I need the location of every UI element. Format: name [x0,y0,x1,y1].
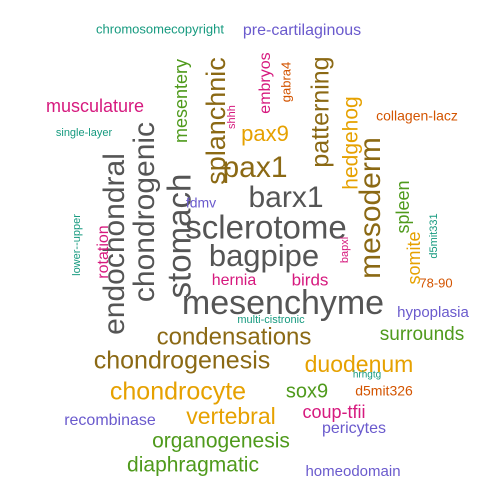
word-chondrogenic: chondrogenic [128,122,161,302]
word-collagen-lacz: collagen-lacz [376,108,458,124]
word-chromosomecopyright: chromosomecopyright [96,21,224,36]
word-hrhgtg: hrhgtg [353,370,381,381]
word-stomach: stomach [161,174,198,299]
word-splanchnic: splanchnic [201,57,231,185]
word-rotation: rotation [95,225,112,278]
word-multi-cistronic: multi-cistronic [237,314,305,326]
word-shhh: shhh [226,105,238,129]
word-d5mit326: d5mit326 [355,383,413,399]
word-coup-tfii: coup-tfii [302,402,365,422]
word-lower-upper: lower--upper [71,214,83,276]
word-fdmv: fdmv [186,195,216,211]
word-78-90: 78-90 [419,275,452,290]
word-somite: somite [404,231,424,284]
word-single-layer: single-layer [56,127,113,139]
word-bapxl: bapxl [339,237,351,263]
word-pax1: pax1 [222,151,287,184]
word-hernia: hernia [212,272,257,289]
word-condensations: condensations [157,323,312,350]
word-hedgehog: hedgehog [340,96,363,189]
word-sclerotome: sclerotome [185,209,346,246]
word-diaphragmatic: diaphragmatic [127,454,259,477]
word-surrounds: surrounds [380,324,465,345]
word-sox9: sox9 [286,380,328,402]
word-hypoplasia: hypoplasia [397,304,469,321]
word-spleen: spleen [393,180,413,233]
word-birds: birds [292,270,329,289]
word-homeodomain: homeodomain [305,463,400,480]
word-pax9: pax9 [241,121,289,146]
word-barx1: barx1 [248,181,323,214]
word-pre-cartilaginous: pre-cartilaginous [243,22,361,39]
word-musculature: musculature [46,96,144,116]
word-embryos: embryos [257,52,274,113]
word-duodenum: duodenum [305,351,414,377]
word-mesentery: mesentery [171,59,191,143]
word-pericytes: pericytes [322,420,386,437]
word-chondrogenesis: chondrogenesis [94,347,271,375]
word-mesenchyme: mesenchyme [182,284,384,322]
word-organogenesis: organogenesis [152,430,290,453]
word-chondrocyte: chondrocyte [110,378,246,406]
word-d5mit331: d5mit331 [428,213,440,258]
word-mesoderm: mesoderm [354,137,387,279]
word-patterning: patterning [307,56,335,167]
word-bagpipe: bagpipe [209,238,319,273]
word-endochondral: endochondral [98,153,131,335]
word-gabra4: gabra4 [278,62,293,102]
word-vertebral: vertebral [186,403,275,429]
word-recombinase: recombinase [64,412,156,429]
